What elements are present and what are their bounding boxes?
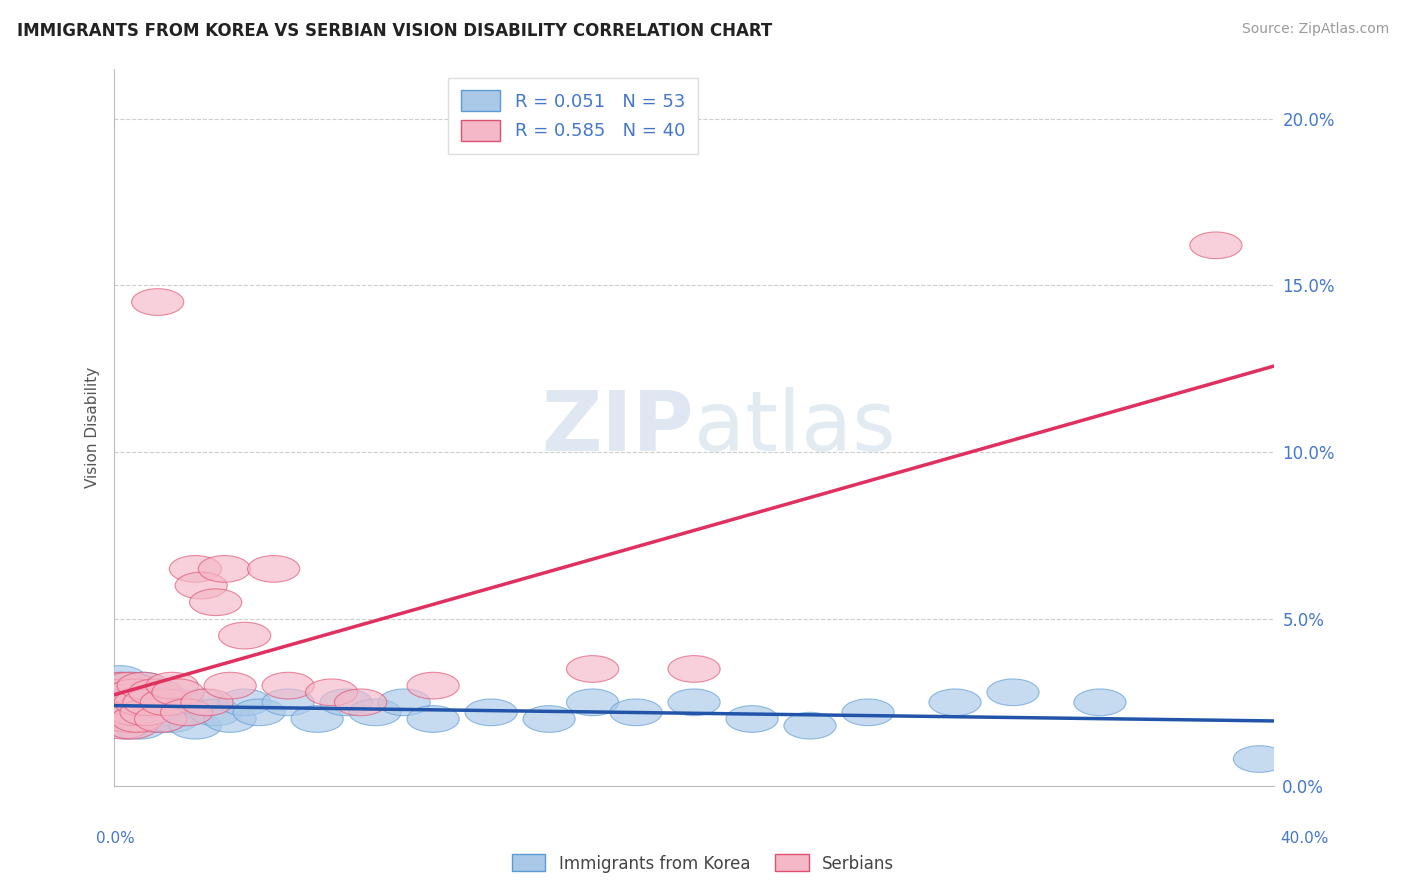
Y-axis label: Vision Disability: Vision Disability [86, 367, 100, 488]
Text: IMMIGRANTS FROM KOREA VS SERBIAN VISION DISABILITY CORRELATION CHART: IMMIGRANTS FROM KOREA VS SERBIAN VISION … [17, 22, 772, 40]
Legend: Immigrants from Korea, Serbians: Immigrants from Korea, Serbians [505, 847, 901, 880]
Text: Source: ZipAtlas.com: Source: ZipAtlas.com [1241, 22, 1389, 37]
Text: 40.0%: 40.0% [1281, 831, 1329, 847]
Text: 0.0%: 0.0% [96, 831, 135, 847]
Text: atlas: atlas [695, 386, 896, 467]
Legend: R = 0.051   N = 53, R = 0.585   N = 40: R = 0.051 N = 53, R = 0.585 N = 40 [449, 78, 697, 153]
Text: ZIP: ZIP [541, 386, 695, 467]
